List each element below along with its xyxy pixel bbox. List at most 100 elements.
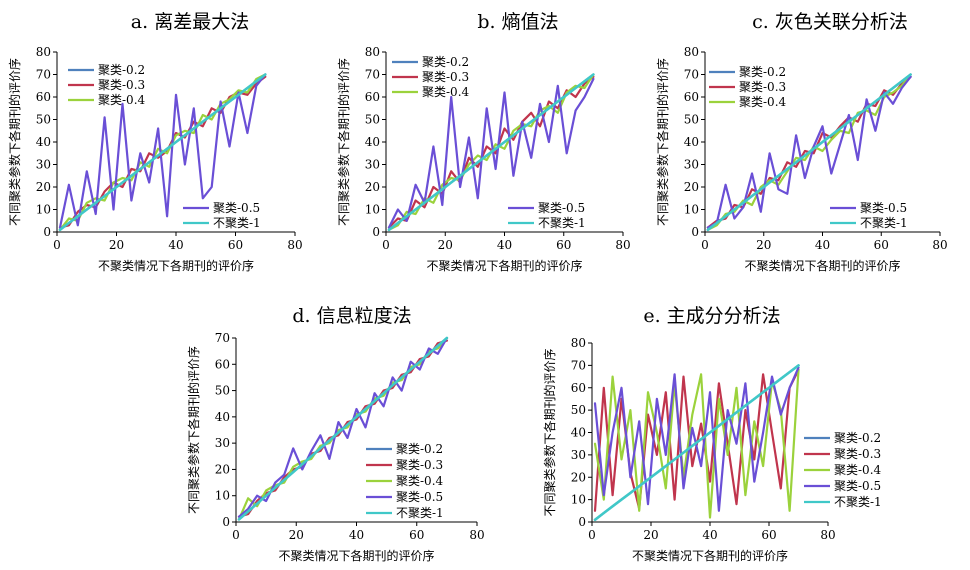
y-axis-label: 不同聚类参数下各期刊的评价序 (542, 348, 557, 516)
y-tick-label: 10 (571, 493, 586, 507)
chart-panel-4: d. 信息粒度法 0 10 20 30 40 50 60 70 0 20 40 60 80 不聚类情况下各期… (186, 305, 485, 563)
legend-label: 聚类-0.4 (739, 95, 787, 109)
series-line-3 (593, 368, 800, 519)
y-axis-label: 不同聚类参数下各期刊的评价序 (336, 58, 351, 226)
x-tick-label: 20 (438, 238, 453, 252)
x-tick-label: 80 (820, 528, 835, 542)
chart-panel-2: b. 熵值法 0 10 20 30 40 50 60 70 80 0 20 40 60 80 不聚类情况下各期… (336, 11, 631, 273)
y-tick-label: 50 (684, 113, 699, 127)
x-tick-label: 40 (168, 238, 183, 252)
y-tick-label: 20 (684, 180, 699, 194)
y-tick-label: 80 (684, 45, 699, 59)
y-tick-label: 0 (43, 225, 51, 239)
x-tick-label: 40 (349, 528, 364, 542)
chart-title: a. 离差最大法 (131, 11, 249, 33)
y-tick-label: 40 (36, 135, 51, 149)
legend-label: 聚类-0.2 (98, 63, 145, 77)
y-tick-label: 0 (222, 515, 230, 529)
y-tick-label: 60 (571, 381, 586, 395)
y-axis-label: 不同聚类参数下各期刊的评价序 (186, 346, 201, 514)
x-tick-label: 80 (932, 238, 947, 252)
y-axis-label: 不同聚类参数下各期刊的评价序 (7, 58, 22, 226)
y-tick-label: 30 (571, 448, 586, 462)
y-tick-label: 40 (365, 135, 380, 149)
chart-title: e. 主成分分析法 (643, 305, 780, 327)
series-line-5 (387, 73, 595, 232)
legend-label: 聚类-0.2 (739, 65, 786, 79)
x-tick-label: 40 (815, 238, 830, 252)
y-tick-label: 50 (571, 403, 586, 417)
y-tick-label: 60 (684, 90, 699, 104)
series-line-4 (593, 366, 800, 512)
y-tick-label: 60 (215, 357, 230, 371)
legend-label: 聚类-0.4 (396, 474, 444, 488)
x-tick-label: 20 (289, 528, 304, 542)
y-tick-label: 70 (571, 358, 586, 372)
y-tick-label: 0 (372, 225, 380, 239)
y-tick-label: 80 (571, 336, 586, 350)
y-tick-label: 10 (215, 489, 230, 503)
y-tick-label: 70 (684, 68, 699, 82)
y-tick-label: 20 (365, 180, 380, 194)
y-tick-label: 40 (684, 135, 699, 149)
x-tick-label: 80 (287, 238, 302, 252)
y-tick-label: 70 (215, 331, 230, 345)
legend-label: 不聚类-1 (213, 216, 261, 230)
legend-label: 聚类-0.3 (98, 78, 145, 92)
chart-title: b. 熵值法 (477, 11, 558, 33)
legend-label: 聚类-0.4 (422, 85, 470, 99)
y-tick-label: 30 (215, 436, 230, 450)
legend-label: 不聚类-1 (834, 495, 882, 509)
chart-panel-5: e. 主成分分析法 0 10 20 30 40 50 60 70 80 0 20 40 60 80 不聚类情况… (542, 305, 882, 563)
series-line-4 (706, 75, 912, 229)
x-tick-label: 40 (702, 528, 717, 542)
series-line-4 (58, 73, 267, 229)
y-tick-label: 20 (36, 180, 51, 194)
y-tick-label: 80 (36, 45, 51, 59)
legend-label: 聚类-0.5 (213, 201, 260, 215)
x-tick-label: 0 (588, 528, 596, 542)
x-tick-label: 80 (615, 238, 630, 252)
legend-label: 不聚类-1 (860, 216, 908, 230)
legend-label: 聚类-0.5 (860, 201, 907, 215)
legend-label: 聚类-0.3 (739, 80, 786, 94)
y-tick-label: 10 (365, 203, 380, 217)
chart-title: c. 灰色关联分析法 (752, 11, 908, 33)
x-tick-label: 60 (874, 238, 889, 252)
series-line-4 (387, 77, 595, 229)
x-tick-label: 60 (556, 238, 571, 252)
legend-label: 聚类-0.5 (538, 201, 585, 215)
x-axis-label: 不聚类情况下各期刊的评价序 (426, 258, 582, 273)
y-tick-label: 20 (571, 470, 586, 484)
y-tick-label: 20 (215, 462, 230, 476)
y-tick-label: 50 (365, 113, 380, 127)
y-tick-label: 10 (36, 203, 51, 217)
y-tick-label: 40 (571, 426, 586, 440)
chart-panel-1: a. 离差最大法 0 10 20 30 40 50 60 70 80 0 20 40 60 80 不聚类情况下… (7, 11, 303, 273)
legend-label: 聚类-0.5 (834, 479, 881, 493)
y-tick-label: 50 (36, 113, 51, 127)
legend-label: 聚类-0.3 (422, 70, 469, 84)
legend-label: 不聚类-1 (396, 506, 444, 520)
legend-label: 聚类-0.4 (834, 463, 882, 477)
series-line-5 (58, 73, 267, 232)
y-tick-label: 0 (691, 225, 699, 239)
x-tick-label: 0 (382, 238, 390, 252)
series-line-5 (237, 336, 449, 521)
legend-label: 聚类-0.2 (422, 55, 469, 69)
legend-label: 聚类-0.3 (834, 447, 881, 461)
legend-label: 聚类-0.3 (396, 458, 443, 472)
x-tick-label: 60 (409, 528, 424, 542)
x-tick-label: 20 (643, 528, 658, 542)
y-tick-label: 40 (215, 410, 230, 424)
x-tick-label: 60 (761, 528, 776, 542)
series-line-5 (593, 364, 800, 522)
x-tick-label: 0 (701, 238, 709, 252)
y-tick-label: 10 (684, 203, 699, 217)
x-tick-label: 40 (497, 238, 512, 252)
y-axis-label: 不同聚类参数下各期刊的评价序 (655, 58, 670, 226)
y-tick-label: 30 (365, 158, 380, 172)
x-axis-label: 不聚类情况下各期刊的评价序 (98, 258, 254, 273)
y-tick-label: 30 (684, 158, 699, 172)
